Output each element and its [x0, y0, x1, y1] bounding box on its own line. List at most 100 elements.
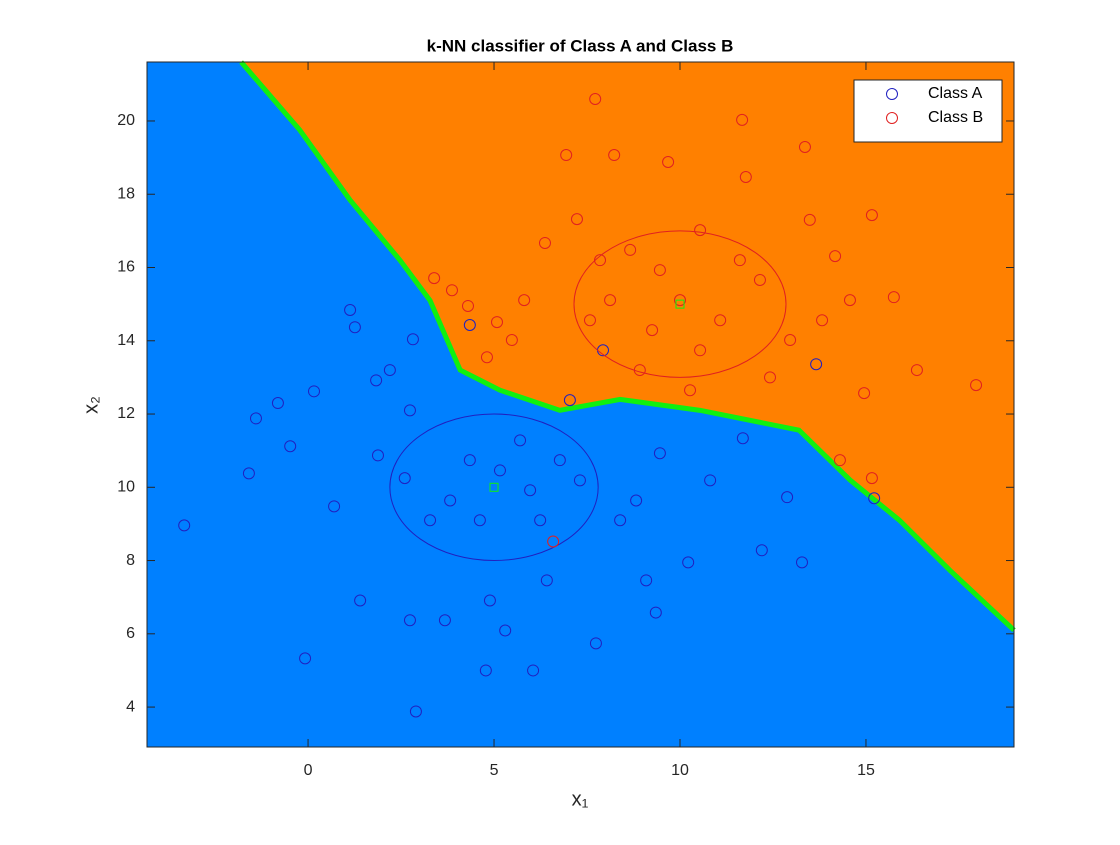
class-ellipse [389, 413, 599, 562]
class-ellipse [573, 230, 787, 378]
data-point [640, 574, 653, 587]
data-point [344, 303, 357, 316]
data-point [733, 254, 746, 267]
data-point [604, 294, 617, 307]
data-point [518, 294, 531, 307]
data-point [242, 467, 255, 480]
data-point [271, 397, 284, 410]
data-point [473, 514, 486, 527]
axes-box [146, 61, 1015, 748]
data-point [704, 474, 717, 487]
y-tick-label: 8 [126, 552, 135, 569]
y-tick-label: 16 [117, 259, 135, 276]
data-point [354, 594, 367, 607]
data-point [527, 664, 540, 677]
data-point [868, 492, 881, 505]
data-point [694, 224, 707, 237]
data-point [563, 394, 576, 407]
data-point [570, 213, 583, 226]
legend-label: Class B [928, 109, 983, 126]
data-point [781, 491, 794, 504]
data-point [178, 519, 191, 532]
region-b [241, 62, 1014, 631]
x-tick-label: 5 [490, 762, 499, 779]
data-point [614, 514, 627, 527]
y-tick-label: 4 [126, 698, 135, 715]
data-point [534, 514, 547, 527]
y-tick-label: 12 [117, 405, 135, 422]
data-point [403, 404, 416, 417]
y-tick-label: 14 [117, 332, 135, 349]
data-point [463, 454, 476, 467]
data-point [736, 113, 749, 126]
x-tick-label: 10 [671, 762, 689, 779]
data-point [829, 250, 842, 263]
data-point [383, 364, 396, 377]
data-point [589, 637, 602, 650]
data-point [428, 272, 441, 285]
data-point [479, 664, 492, 677]
data-point [514, 434, 527, 447]
data-point [910, 364, 923, 377]
data-point [328, 500, 341, 513]
data-point [284, 440, 297, 453]
data-point [308, 385, 321, 398]
data-point [505, 334, 518, 347]
data-point [463, 319, 476, 332]
data-point [403, 614, 416, 627]
data-point [753, 273, 766, 286]
data-point [483, 594, 496, 607]
data-point [299, 652, 312, 665]
legend-label: Class A [928, 85, 983, 102]
data-point [538, 236, 551, 249]
data-point [833, 454, 846, 467]
data-point [524, 484, 537, 497]
data-point [755, 544, 768, 557]
data-point [573, 474, 586, 487]
data-point [583, 314, 596, 327]
data-point [630, 494, 643, 507]
data-point [370, 374, 383, 387]
data-point [649, 606, 662, 619]
data-point [865, 209, 878, 222]
data-point [461, 299, 474, 312]
chart-title: k-NN classifier of Class A and Class B [427, 36, 734, 55]
y-tick-label: 20 [117, 112, 135, 129]
data-point [249, 412, 262, 425]
data-point [646, 324, 659, 337]
data-point [970, 379, 983, 392]
data-point [736, 432, 749, 445]
legend-box [853, 79, 1003, 143]
data-point [714, 314, 727, 327]
data-point [673, 294, 686, 307]
data-point [803, 213, 816, 226]
data-point [887, 291, 900, 304]
data-point [624, 243, 637, 256]
data-point [553, 454, 566, 467]
data-point [480, 351, 493, 364]
data-point [662, 156, 675, 169]
data-point [398, 472, 411, 485]
class-center [675, 299, 685, 309]
data-point [798, 140, 811, 153]
data-point [739, 171, 752, 184]
data-point [816, 314, 829, 327]
data-point [684, 384, 697, 397]
data-point [608, 149, 621, 162]
data-point [445, 284, 458, 297]
data-point [843, 294, 856, 307]
data-point [653, 447, 666, 460]
data-point [784, 334, 797, 347]
data-point [694, 344, 707, 357]
data-point [406, 333, 419, 346]
y-axis-label: x₂ [80, 396, 102, 414]
data-point [490, 316, 503, 329]
y-tick-label: 6 [126, 625, 135, 642]
data-point [547, 535, 560, 548]
data-point [499, 624, 512, 637]
data-point [438, 614, 451, 627]
data-point [409, 705, 422, 718]
data-point [865, 472, 878, 485]
